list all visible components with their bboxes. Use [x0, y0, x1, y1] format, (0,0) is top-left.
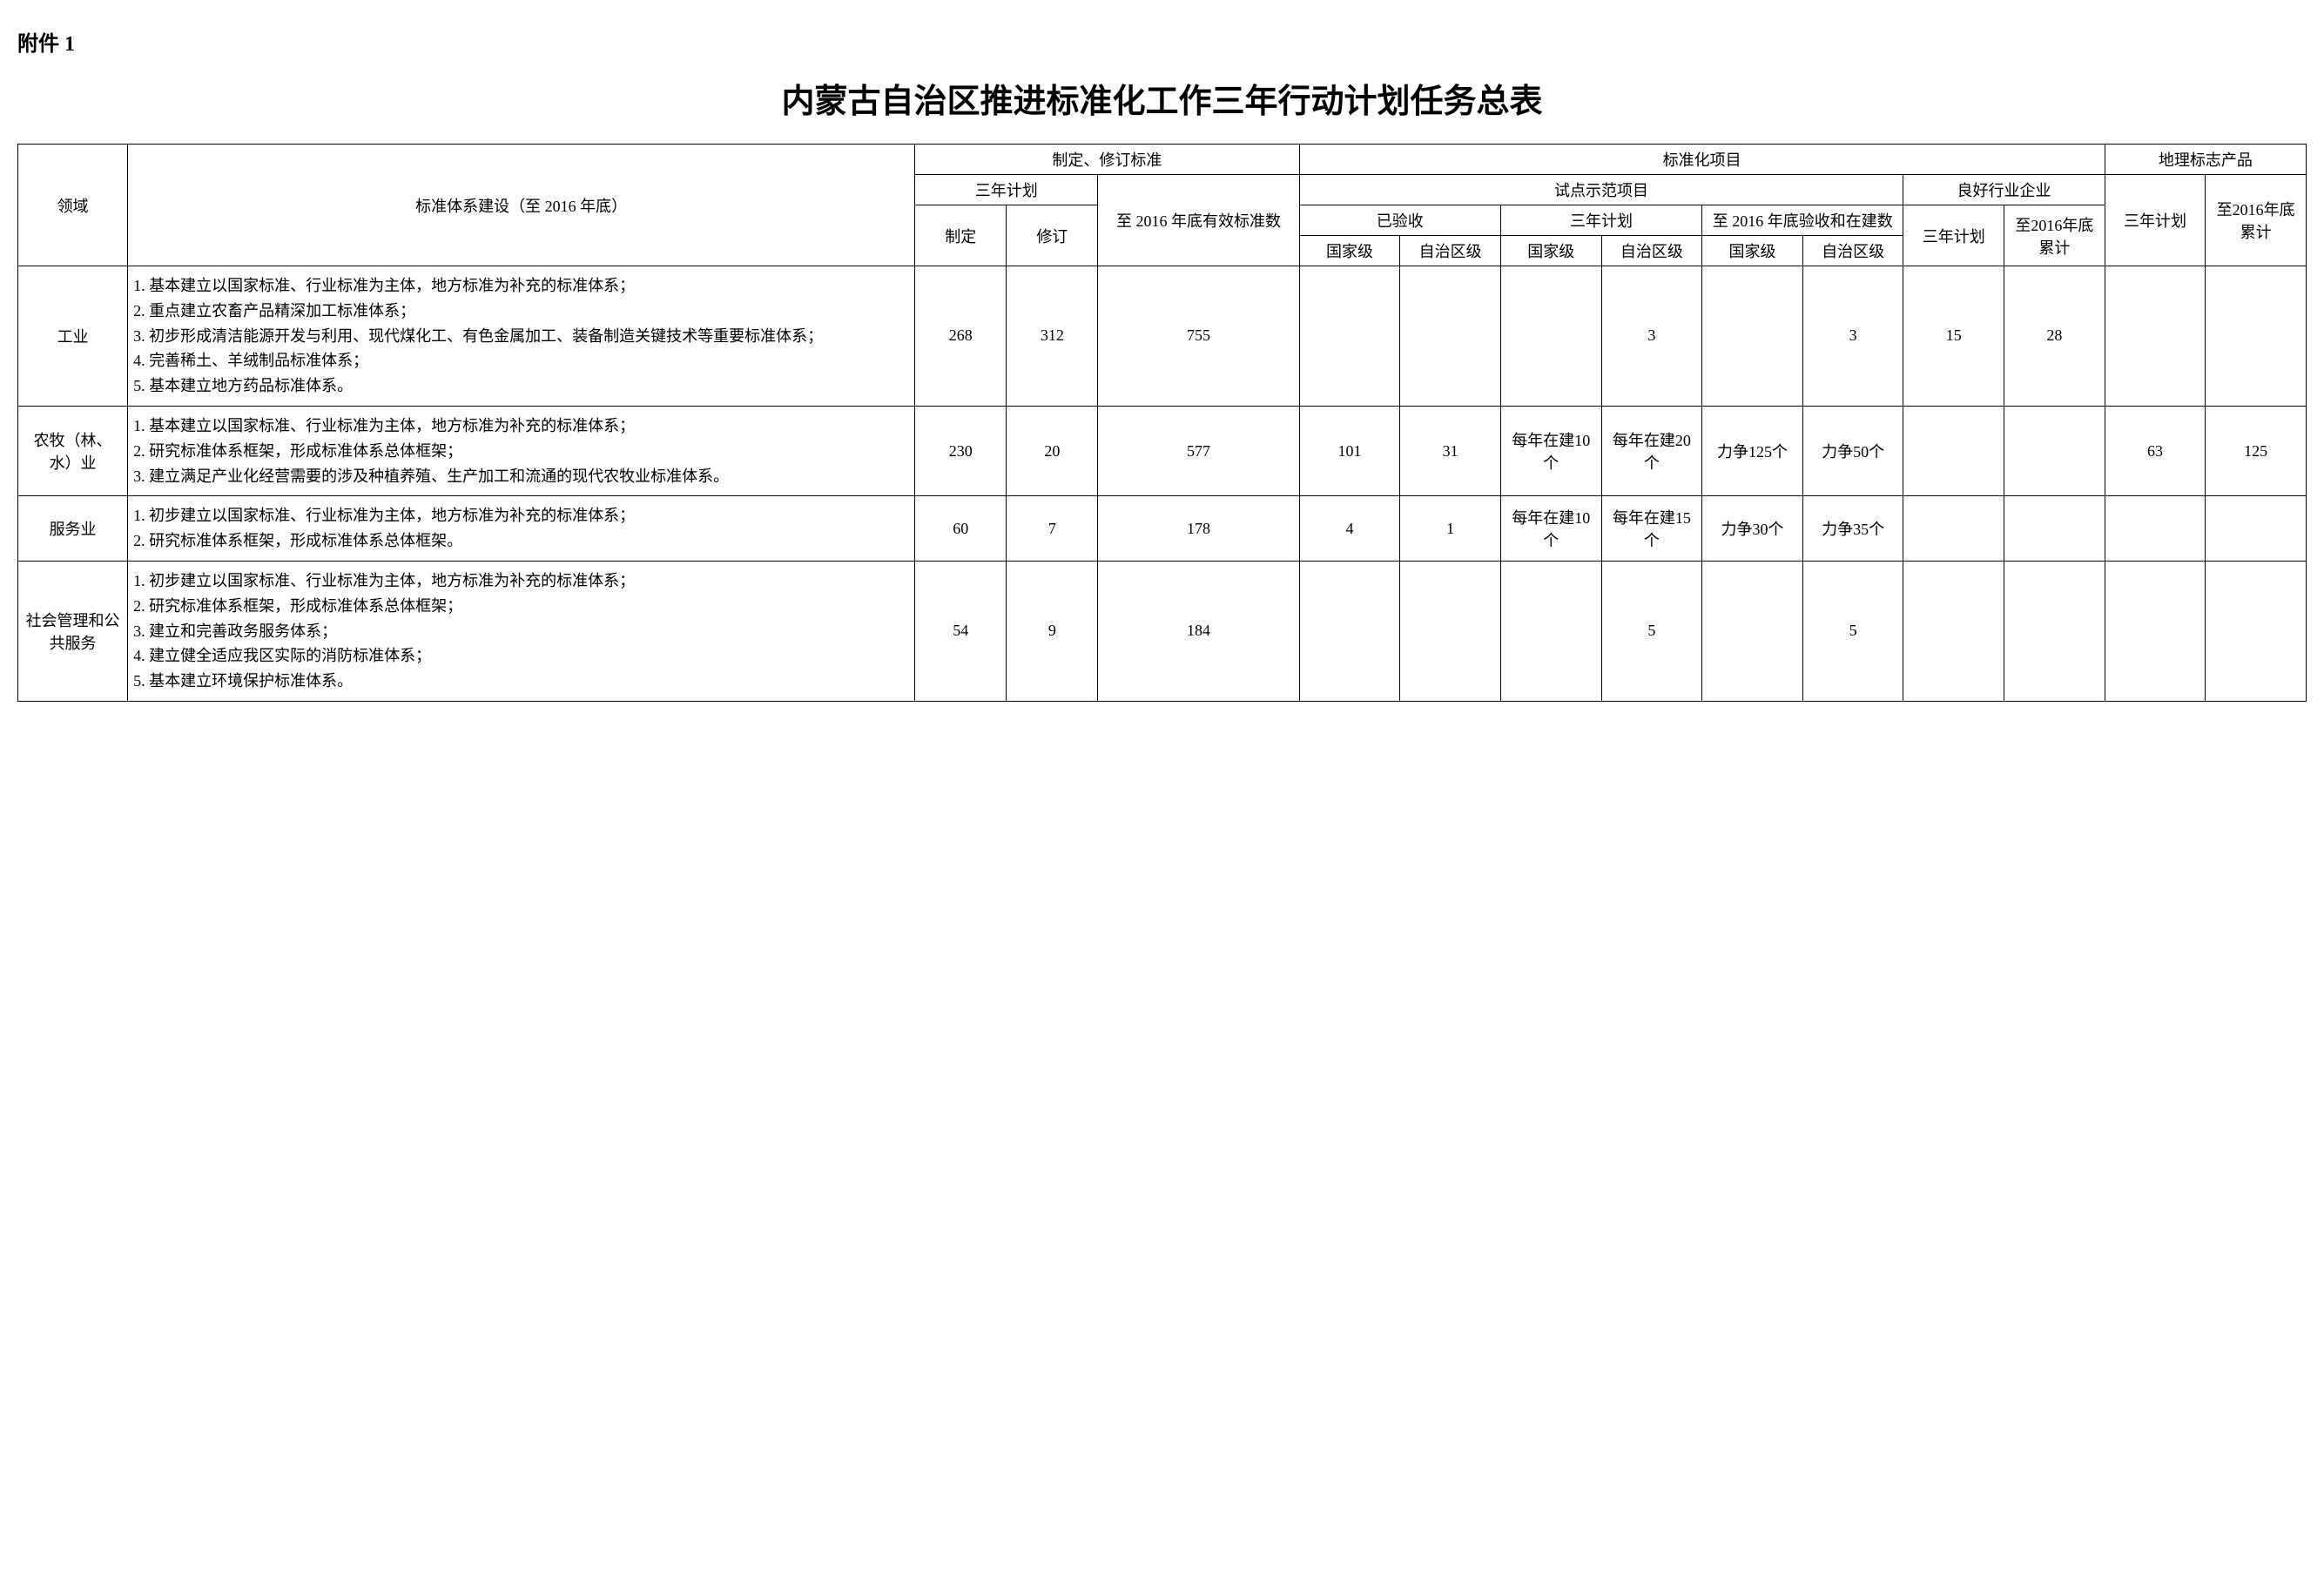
cell-plan_auto: 每年在建20个 — [1601, 406, 1702, 495]
cell-valid_2016: 178 — [1098, 496, 1299, 562]
cell-good_total: 28 — [2004, 266, 2105, 407]
cell-geo_plan — [2105, 496, 2206, 562]
cell-formulate: 60 — [915, 496, 1007, 562]
th-plan-nat: 国家级 — [1500, 236, 1601, 266]
cell-acc_nat — [1299, 561, 1400, 701]
cell-desc: 1. 初步建立以国家标准、行业标准为主体，地方标准为补充的标准体系；2. 研究标… — [128, 496, 915, 562]
table-row: 工业1. 基本建立以国家标准、行业标准为主体，地方标准为补充的标准体系；2. 重… — [18, 266, 2307, 407]
table-row: 社会管理和公共服务1. 初步建立以国家标准、行业标准为主体，地方标准为补充的标准… — [18, 561, 2307, 701]
cell-b2016_nat: 力争30个 — [1702, 496, 1803, 562]
main-title: 内蒙古自治区推进标准化工作三年行动计划任务总表 — [17, 74, 2307, 122]
cell-domain: 社会管理和公共服务 — [18, 561, 128, 701]
cell-b2016_nat: 力争125个 — [1702, 406, 1803, 495]
cell-domain: 服务业 — [18, 496, 128, 562]
th-geo-product: 地理标志产品 — [2105, 145, 2306, 175]
cell-geo_total — [2206, 561, 2307, 701]
cell-revise: 7 — [1007, 496, 1098, 562]
cell-good_total — [2004, 496, 2105, 562]
cell-geo_total — [2206, 496, 2307, 562]
cell-plan_nat — [1500, 561, 1601, 701]
th-by-2016-accept: 至 2016 年底验收和在建数 — [1702, 205, 1903, 236]
cell-valid_2016: 577 — [1098, 406, 1299, 495]
cell-plan_nat — [1500, 266, 1601, 407]
main-table: 领域 标准体系建设（至 2016 年底） 制定、修订标准 标准化项目 地理标志产… — [17, 144, 2307, 702]
cell-acc_auto — [1400, 266, 1501, 407]
cell-geo_total: 125 — [2206, 406, 2307, 495]
th-system-build: 标准体系建设（至 2016 年底） — [128, 145, 915, 266]
th-good-plan: 三年计划 — [1903, 205, 2004, 266]
cell-formulate: 268 — [915, 266, 1007, 407]
cell-desc: 1. 基本建立以国家标准、行业标准为主体，地方标准为补充的标准体系；2. 重点建… — [128, 266, 915, 407]
th-b2016-auto: 自治区级 — [1802, 236, 1903, 266]
th-geo-total: 至2016年底累计 — [2206, 175, 2307, 266]
th-acc-auto: 自治区级 — [1400, 236, 1501, 266]
cell-valid_2016: 755 — [1098, 266, 1299, 407]
cell-desc: 1. 初步建立以国家标准、行业标准为主体，地方标准为补充的标准体系；2. 研究标… — [128, 561, 915, 701]
cell-good_total — [2004, 561, 2105, 701]
th-std-project: 标准化项目 — [1299, 145, 2105, 175]
cell-acc_auto — [1400, 561, 1501, 701]
table-header: 领域 标准体系建设（至 2016 年底） 制定、修订标准 标准化项目 地理标志产… — [18, 145, 2307, 266]
cell-formulate: 230 — [915, 406, 1007, 495]
cell-geo_total — [2206, 266, 2307, 407]
cell-plan_auto: 3 — [1601, 266, 1702, 407]
cell-good_plan — [1903, 406, 2004, 495]
cell-acc_auto: 1 — [1400, 496, 1501, 562]
cell-plan_nat: 每年在建10个 — [1500, 496, 1601, 562]
cell-acc_auto: 31 — [1400, 406, 1501, 495]
cell-revise: 312 — [1007, 266, 1098, 407]
th-good-total: 至2016年底累计 — [2004, 205, 2105, 266]
cell-acc_nat: 4 — [1299, 496, 1400, 562]
cell-domain: 农牧（林、水）业 — [18, 406, 128, 495]
cell-revise: 20 — [1007, 406, 1098, 495]
cell-plan_auto: 每年在建15个 — [1601, 496, 1702, 562]
cell-b2016_auto: 力争50个 — [1802, 406, 1903, 495]
cell-b2016_nat — [1702, 266, 1803, 407]
cell-b2016_nat — [1702, 561, 1803, 701]
cell-plan_nat: 每年在建10个 — [1500, 406, 1601, 495]
cell-good_plan: 15 — [1903, 266, 2004, 407]
cell-geo_plan: 63 — [2105, 406, 2206, 495]
th-domain: 领域 — [18, 145, 128, 266]
th-three-year-plan: 三年计划 — [915, 175, 1098, 205]
cell-good_plan — [1903, 496, 2004, 562]
th-pilot-demo: 试点示范项目 — [1299, 175, 1903, 205]
cell-desc: 1. 基本建立以国家标准、行业标准为主体，地方标准为补充的标准体系；2. 研究标… — [128, 406, 915, 495]
cell-domain: 工业 — [18, 266, 128, 407]
table-row: 农牧（林、水）业1. 基本建立以国家标准、行业标准为主体，地方标准为补充的标准体… — [18, 406, 2307, 495]
th-plan-auto: 自治区级 — [1601, 236, 1702, 266]
table-body: 工业1. 基本建立以国家标准、行业标准为主体，地方标准为补充的标准体系；2. 重… — [18, 266, 2307, 702]
cell-acc_nat: 101 — [1299, 406, 1400, 495]
cell-plan_auto: 5 — [1601, 561, 1702, 701]
cell-good_plan — [1903, 561, 2004, 701]
th-acc-nat: 国家级 — [1299, 236, 1400, 266]
cell-b2016_auto: 5 — [1802, 561, 1903, 701]
cell-formulate: 54 — [915, 561, 1007, 701]
th-revise: 修订 — [1007, 205, 1098, 266]
cell-b2016_auto: 力争35个 — [1802, 496, 1903, 562]
cell-valid_2016: 184 — [1098, 561, 1299, 701]
th-geo-plan: 三年计划 — [2105, 175, 2206, 266]
th-accepted: 已验收 — [1299, 205, 1500, 236]
table-row: 服务业1. 初步建立以国家标准、行业标准为主体，地方标准为补充的标准体系；2. … — [18, 496, 2307, 562]
cell-geo_plan — [2105, 561, 2206, 701]
th-formulate: 制定 — [915, 205, 1007, 266]
cell-revise: 9 — [1007, 561, 1098, 701]
cell-geo_plan — [2105, 266, 2206, 407]
cell-acc_nat — [1299, 266, 1400, 407]
th-good-industry: 良好行业企业 — [1903, 175, 2105, 205]
th-std-formulate: 制定、修订标准 — [915, 145, 1300, 175]
th-three-year-plan2: 三年计划 — [1500, 205, 1701, 236]
th-b2016-nat: 国家级 — [1702, 236, 1803, 266]
cell-b2016_auto: 3 — [1802, 266, 1903, 407]
th-valid-2016: 至 2016 年底有效标准数 — [1098, 175, 1299, 266]
cell-good_total — [2004, 406, 2105, 495]
attachment-label: 附件 1 — [17, 26, 2307, 57]
